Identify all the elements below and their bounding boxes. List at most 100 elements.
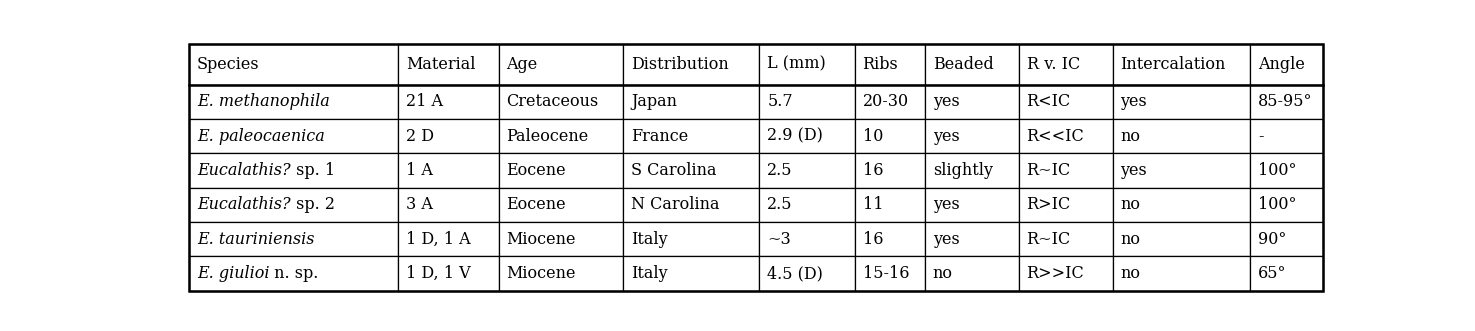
- Text: Cretaceous: Cretaceous: [506, 93, 599, 111]
- Bar: [398, 85, 499, 119]
- Bar: [189, 85, 398, 119]
- Text: R<IC: R<IC: [1027, 93, 1071, 111]
- Text: Species: Species: [198, 56, 260, 73]
- Text: 100°: 100°: [1258, 197, 1297, 213]
- Bar: [189, 188, 398, 222]
- Bar: [925, 257, 1019, 291]
- Bar: [760, 119, 854, 154]
- Text: -: -: [1258, 128, 1264, 145]
- Text: R v. IC: R v. IC: [1027, 56, 1080, 73]
- Text: 100°: 100°: [1258, 162, 1297, 179]
- Text: 2.5: 2.5: [767, 162, 792, 179]
- Bar: [622, 154, 760, 188]
- Text: 2.5: 2.5: [767, 197, 792, 213]
- Text: 1 D, 1 A: 1 D, 1 A: [406, 231, 471, 248]
- Text: R>IC: R>IC: [1027, 197, 1071, 213]
- Bar: [854, 119, 925, 154]
- Text: Beaded: Beaded: [932, 56, 993, 73]
- Text: S Carolina: S Carolina: [631, 162, 717, 179]
- Bar: [925, 85, 1019, 119]
- Text: Paleocene: Paleocene: [506, 128, 589, 145]
- Text: 1 D, 1 V: 1 D, 1 V: [406, 265, 471, 282]
- Text: 11: 11: [863, 197, 884, 213]
- Text: Eucalathis?: Eucalathis?: [198, 162, 291, 179]
- Bar: [499, 119, 622, 154]
- Text: E. methanophila: E. methanophila: [198, 93, 330, 111]
- Bar: [854, 44, 925, 85]
- Text: Miocene: Miocene: [506, 265, 577, 282]
- Bar: [189, 119, 398, 154]
- Text: France: France: [631, 128, 689, 145]
- Text: 20-30: 20-30: [863, 93, 909, 111]
- Bar: [1019, 222, 1112, 257]
- Text: N Carolina: N Carolina: [631, 197, 720, 213]
- Text: no: no: [932, 265, 953, 282]
- Bar: [398, 44, 499, 85]
- Bar: [925, 44, 1019, 85]
- Bar: [499, 222, 622, 257]
- Text: R>>IC: R>>IC: [1027, 265, 1084, 282]
- Text: yes: yes: [1121, 93, 1148, 111]
- Text: no: no: [1121, 197, 1140, 213]
- Bar: [760, 257, 854, 291]
- Bar: [760, 44, 854, 85]
- Bar: [1112, 85, 1251, 119]
- Text: Ribs: Ribs: [863, 56, 898, 73]
- Bar: [1112, 44, 1251, 85]
- Text: yes: yes: [932, 93, 959, 111]
- Bar: [622, 85, 760, 119]
- Text: sp. 1: sp. 1: [291, 162, 335, 179]
- Text: R~IC: R~IC: [1027, 162, 1071, 179]
- Bar: [760, 85, 854, 119]
- Bar: [622, 257, 760, 291]
- Bar: [398, 188, 499, 222]
- Bar: [1112, 119, 1251, 154]
- Bar: [760, 188, 854, 222]
- Bar: [1112, 257, 1251, 291]
- Bar: [1112, 222, 1251, 257]
- Bar: [189, 257, 398, 291]
- Bar: [499, 188, 622, 222]
- Text: Italy: Italy: [631, 231, 668, 248]
- Text: 90°: 90°: [1258, 231, 1286, 248]
- Bar: [189, 222, 398, 257]
- Bar: [398, 222, 499, 257]
- Bar: [854, 222, 925, 257]
- Bar: [1251, 44, 1323, 85]
- Text: Distribution: Distribution: [631, 56, 729, 73]
- Text: 1 A: 1 A: [406, 162, 432, 179]
- Bar: [760, 154, 854, 188]
- Bar: [499, 44, 622, 85]
- Bar: [1019, 119, 1112, 154]
- Bar: [398, 154, 499, 188]
- Bar: [622, 119, 760, 154]
- Bar: [622, 44, 760, 85]
- Text: Intercalation: Intercalation: [1121, 56, 1226, 73]
- Bar: [854, 85, 925, 119]
- Bar: [1019, 257, 1112, 291]
- Bar: [622, 222, 760, 257]
- Bar: [854, 154, 925, 188]
- Bar: [925, 188, 1019, 222]
- Text: L (mm): L (mm): [767, 56, 826, 73]
- Text: Age: Age: [506, 56, 538, 73]
- Bar: [1251, 154, 1323, 188]
- Text: yes: yes: [932, 231, 959, 248]
- Text: ~3: ~3: [767, 231, 791, 248]
- Text: E. giulioi: E. giulioi: [198, 265, 270, 282]
- Bar: [760, 222, 854, 257]
- Text: no: no: [1121, 231, 1140, 248]
- Bar: [398, 257, 499, 291]
- Bar: [1251, 222, 1323, 257]
- Text: 15-16: 15-16: [863, 265, 909, 282]
- Text: 65°: 65°: [1258, 265, 1286, 282]
- Text: E. tauriniensis: E. tauriniensis: [198, 231, 314, 248]
- Text: 16: 16: [863, 231, 884, 248]
- Bar: [925, 222, 1019, 257]
- Text: 21 A: 21 A: [406, 93, 442, 111]
- Text: Eocene: Eocene: [506, 197, 566, 213]
- Bar: [499, 257, 622, 291]
- Text: Miocene: Miocene: [506, 231, 577, 248]
- Bar: [925, 119, 1019, 154]
- Bar: [189, 154, 398, 188]
